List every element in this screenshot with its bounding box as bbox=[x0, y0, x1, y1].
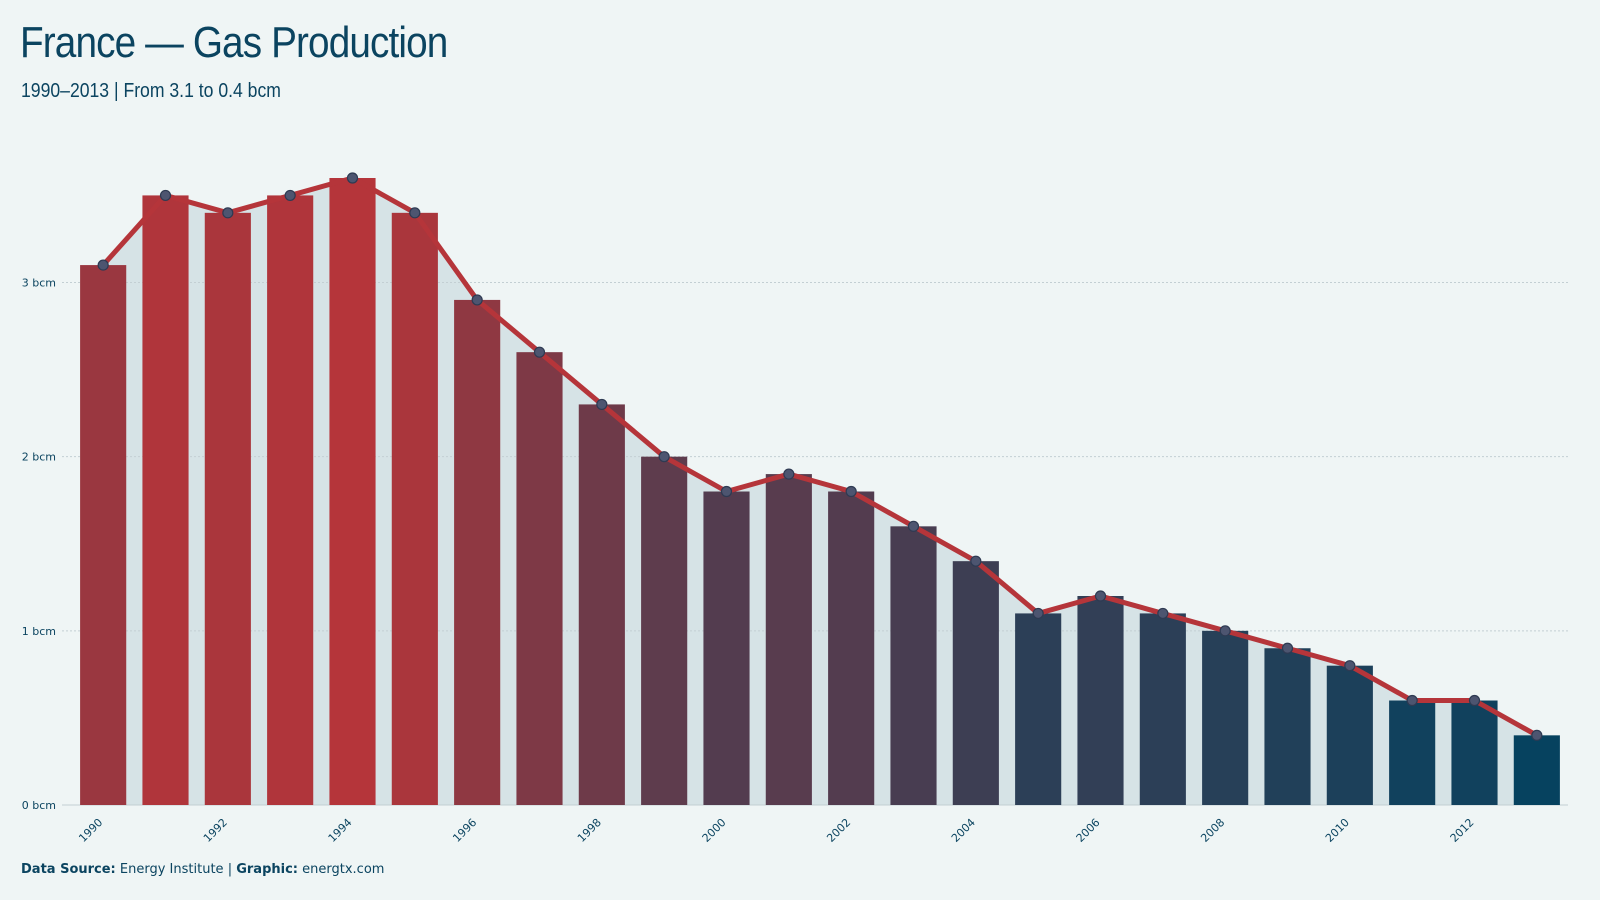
bar bbox=[329, 178, 376, 805]
y-tick-label: 0 bcm bbox=[22, 799, 56, 812]
bar bbox=[516, 352, 563, 805]
bar bbox=[1326, 665, 1373, 805]
bar bbox=[952, 561, 999, 805]
trend-line bbox=[100, 175, 1540, 738]
bar bbox=[391, 212, 438, 806]
footer-source-value: Energy Institute bbox=[119, 862, 224, 877]
footer-graphic-value: energtx.com bbox=[302, 862, 385, 877]
data-point bbox=[533, 346, 546, 358]
data-point bbox=[720, 485, 733, 498]
bar bbox=[267, 195, 314, 805]
x-tick-label: 1996 bbox=[450, 816, 479, 845]
x-tick-label: 2006 bbox=[1074, 816, 1103, 845]
chart-subtitle: 1990–2013 | From 3.1 to 0.4 bcm bbox=[21, 80, 281, 102]
data-point bbox=[1094, 590, 1107, 602]
x-tick-label: 1990 bbox=[76, 816, 105, 845]
x-tick-label: 2012 bbox=[1448, 816, 1477, 845]
footer-credits: Data Source: Energy Institute | Graphic:… bbox=[21, 862, 384, 877]
data-point bbox=[471, 294, 483, 306]
data-point bbox=[1032, 607, 1044, 620]
y-tick-label: 1 bcm bbox=[22, 625, 56, 638]
x-tick-label: 2010 bbox=[1323, 816, 1352, 845]
data-point bbox=[783, 468, 795, 480]
bar bbox=[142, 195, 189, 805]
bar bbox=[828, 491, 875, 805]
data-point bbox=[658, 451, 670, 463]
area-fill bbox=[103, 178, 1537, 805]
x-tick-label: 2002 bbox=[824, 816, 853, 845]
x-tick-label: 1998 bbox=[575, 816, 604, 845]
x-tick-label: 2004 bbox=[949, 816, 978, 845]
data-point bbox=[97, 259, 109, 271]
data-point bbox=[1157, 607, 1169, 620]
data-point bbox=[845, 485, 857, 498]
y-tick-label: 2 bcm bbox=[22, 451, 56, 464]
bar bbox=[578, 404, 625, 805]
data-point bbox=[1219, 625, 1231, 637]
bar bbox=[1389, 700, 1436, 805]
bar bbox=[1451, 700, 1498, 805]
bar bbox=[454, 299, 501, 805]
footer-graphic-label: Graphic: bbox=[236, 862, 298, 877]
x-tick-label: 1992 bbox=[201, 816, 230, 845]
bar bbox=[765, 474, 812, 805]
data-point bbox=[284, 189, 296, 202]
x-tick-label: 2008 bbox=[1198, 816, 1227, 845]
data-point bbox=[1281, 642, 1294, 654]
data-point bbox=[970, 555, 982, 567]
bar bbox=[641, 456, 688, 805]
x-tick-label: 2000 bbox=[700, 816, 729, 845]
bar bbox=[1202, 630, 1249, 805]
data-point bbox=[1531, 729, 1543, 741]
data-point bbox=[222, 207, 234, 219]
bar bbox=[1139, 613, 1186, 805]
data-point bbox=[1468, 694, 1481, 707]
data-point bbox=[907, 520, 920, 532]
bar bbox=[204, 212, 251, 806]
data-point bbox=[346, 172, 359, 184]
bar bbox=[1513, 735, 1560, 805]
footer-source-label: Data Source: bbox=[21, 862, 116, 877]
data-point bbox=[409, 207, 421, 219]
bar bbox=[703, 491, 750, 805]
data-point bbox=[1406, 694, 1418, 707]
data-point bbox=[159, 189, 172, 202]
footer-separator: | bbox=[227, 862, 233, 877]
x-tick-label: 1994 bbox=[326, 816, 355, 845]
bar bbox=[1015, 613, 1062, 805]
y-tick-label: 3 bcm bbox=[22, 277, 56, 290]
chart-title: France — Gas Production bbox=[20, 18, 448, 67]
bar bbox=[1264, 648, 1311, 805]
bar bbox=[80, 265, 127, 805]
bar bbox=[890, 526, 937, 805]
data-point bbox=[1344, 660, 1356, 672]
bar bbox=[1077, 596, 1124, 805]
data-point bbox=[596, 398, 608, 411]
